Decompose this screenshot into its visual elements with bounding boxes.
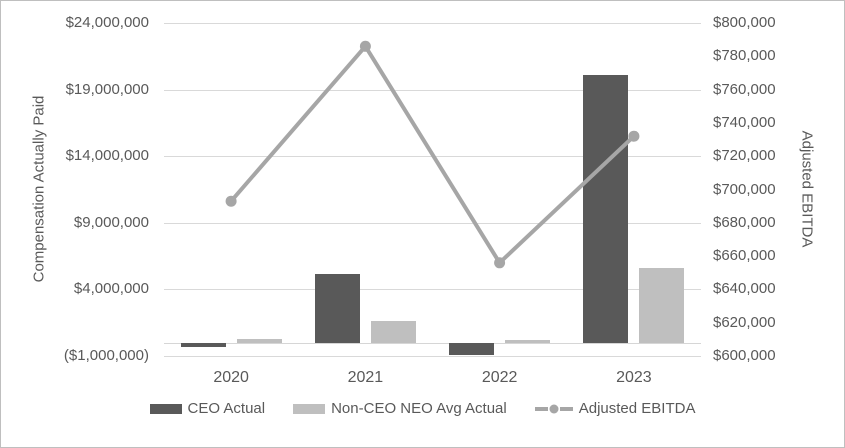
right-axis-tick-label: $720,000 (713, 147, 776, 165)
right-axis-tick-label: $700,000 (713, 180, 776, 198)
right-axis-title: Adjusted EBITDA (798, 130, 816, 248)
x-axis-label-2023: 2023 (616, 369, 652, 386)
left-axis-tick-label: $9,000,000 (73, 213, 149, 231)
light-bar-swatch-icon (293, 403, 326, 414)
right-axis-tick-label: $680,000 (713, 213, 776, 231)
legend-label: Non-CEO NEO Avg Actual (331, 400, 507, 417)
gridline (164, 289, 701, 290)
left-axis-tick-label: ($1,000,000) (63, 347, 149, 364)
bar-ceo-2023 (583, 74, 629, 343)
bar-ceo-2021 (314, 274, 360, 343)
line-marker-icon (534, 404, 573, 413)
right-axis-tick-label: $620,000 (713, 313, 776, 331)
x-axis-label-2020: 2020 (213, 369, 249, 386)
x-axis-label-2021: 2021 (347, 369, 384, 386)
right-axis-tick-label: $780,000 (713, 47, 776, 65)
right-axis-tick-label: $760,000 (713, 80, 776, 98)
bar-ceo-2020 (180, 342, 226, 348)
bar-nonceo-2021 (370, 320, 416, 343)
bar-nonceo-2020 (236, 339, 282, 343)
bar-nonceo-2023 (639, 268, 685, 343)
right-axis-tick-label: $640,000 (713, 280, 776, 298)
right-axis-tick-label: $660,000 (713, 247, 776, 265)
left-axis-tick-label: $24,000,000 (65, 14, 149, 31)
legend-label: Adjusted EBITDA (578, 400, 696, 417)
bar-nonceo-2022 (505, 340, 551, 343)
left-axis-tick-label: $14,000,000 (65, 147, 149, 165)
legend: CEO Actual Non-CEO NEO Avg Actual Adjust… (1, 400, 844, 417)
gridline (164, 23, 701, 24)
line-point-2021 (359, 40, 371, 52)
left-axis-title: Compensation Actually Paid (30, 95, 48, 283)
line-point-2023 (628, 130, 640, 142)
legend-item-adjusted-ebitda: Adjusted EBITDA (534, 400, 696, 417)
dark-bar-swatch-icon (149, 403, 182, 414)
category-axis-line (164, 343, 701, 344)
line-point-2022 (494, 257, 506, 269)
right-axis-tick-label: $740,000 (713, 113, 776, 131)
left-axis-tick-label: $4,000,000 (73, 280, 149, 298)
right-axis-tick-label: $800,000 (713, 14, 776, 31)
left-axis-tick-label: $19,000,000 (65, 80, 149, 98)
x-axis-label-2022: 2022 (481, 369, 518, 386)
legend-item-ceo-actual: CEO Actual (149, 400, 266, 417)
legend-item-non-ceo-neo-avg-actual: Non-CEO NEO Avg Actual (293, 400, 507, 417)
legend-label: CEO Actual (187, 400, 266, 417)
gridline (164, 356, 701, 357)
bar-ceo-2022 (449, 342, 495, 356)
line-point-2020 (225, 195, 237, 207)
right-axis-tick-label: $600,000 (713, 347, 776, 364)
